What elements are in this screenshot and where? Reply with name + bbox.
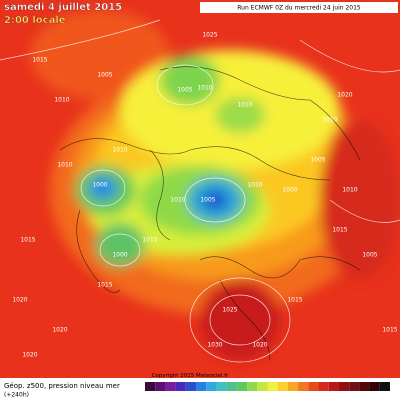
color-swatch: [359, 382, 370, 391]
color-swatch: [155, 382, 166, 391]
color-swatch: [165, 382, 176, 391]
color-swatch: [185, 382, 197, 391]
isobars: [0, 19, 400, 363]
isobar-label: 1010: [54, 97, 69, 104]
run-info: Run ECMWF 0Z du mercredi 24 juin 2015: [237, 5, 361, 12]
isobar-label: 1015: [142, 237, 157, 244]
color-swatch: [196, 382, 207, 391]
isobar-label: 1015: [20, 237, 35, 244]
isobar-label: 1005: [177, 87, 192, 94]
forecast-date: samedi 4 juillet 2015: [4, 2, 122, 13]
field-name: Géop. z500, pression niveau mer: [4, 382, 120, 390]
color-swatch: [257, 382, 268, 391]
isobar-label: 1005: [362, 252, 377, 259]
isobar-label: 1010: [57, 162, 72, 169]
color-swatch: [349, 382, 360, 391]
color-swatch: [175, 382, 186, 391]
color-swatch: [277, 382, 288, 391]
color-swatch: [318, 382, 329, 391]
isobar-label: 1025: [222, 307, 237, 314]
isobar-label: 1020: [337, 92, 352, 99]
copyright: Copyright 2015 Meteociel.fr: [152, 373, 230, 379]
color-swatch: [226, 382, 237, 391]
color-swatch: [206, 382, 217, 391]
isobar-label: 1010: [342, 187, 357, 194]
isobar-label: 1010: [247, 182, 262, 189]
isobar-label: 1015: [382, 327, 397, 334]
isobar-label: 1010: [322, 117, 337, 124]
isobar-label: 1020: [12, 297, 27, 304]
color-swatch: [145, 382, 156, 391]
local-time: 2:00 locale: [4, 15, 66, 26]
isobar-label: 1005: [97, 72, 112, 79]
color-swatch: [247, 382, 258, 391]
isobar-label: 1000: [92, 182, 107, 189]
color-swatch: [267, 382, 278, 391]
color-swatch: [236, 382, 248, 391]
color-swatch: [379, 382, 390, 391]
isobar-label: 1025: [202, 32, 217, 39]
isobar-label: 1020: [22, 352, 37, 359]
isobar-label: 1010: [237, 102, 252, 109]
geopotential-field: [30, 10, 400, 360]
isobar-label: 1020: [52, 327, 67, 334]
isobar-label: 1020: [252, 342, 267, 349]
color-swatch: [328, 382, 339, 391]
isobar-label: 1015: [332, 227, 347, 234]
isobar-label: 1015: [287, 297, 302, 304]
isobar-label: 1010: [170, 197, 185, 204]
isobar-label: 1000: [112, 252, 127, 259]
color-swatch: [287, 382, 299, 391]
color-swatch: [308, 382, 319, 391]
isobar-label: 1030: [207, 342, 222, 349]
color-swatch: [369, 382, 380, 391]
isobar-label: 1005: [200, 197, 215, 204]
isobar-label: 1010: [112, 147, 127, 154]
color-swatch: [298, 382, 309, 391]
run-box: [200, 2, 398, 13]
color-scale: [145, 382, 390, 391]
color-swatch: [216, 382, 227, 391]
lead-time: (+240h): [4, 392, 29, 399]
isobar-label: 1015: [97, 282, 112, 289]
color-swatch: [338, 382, 350, 391]
isobar-label: 1010: [197, 85, 212, 92]
isobar-label: 1000: [282, 187, 297, 194]
isobar-label: 1015: [32, 57, 47, 64]
isobar-label: 1005: [310, 157, 325, 164]
